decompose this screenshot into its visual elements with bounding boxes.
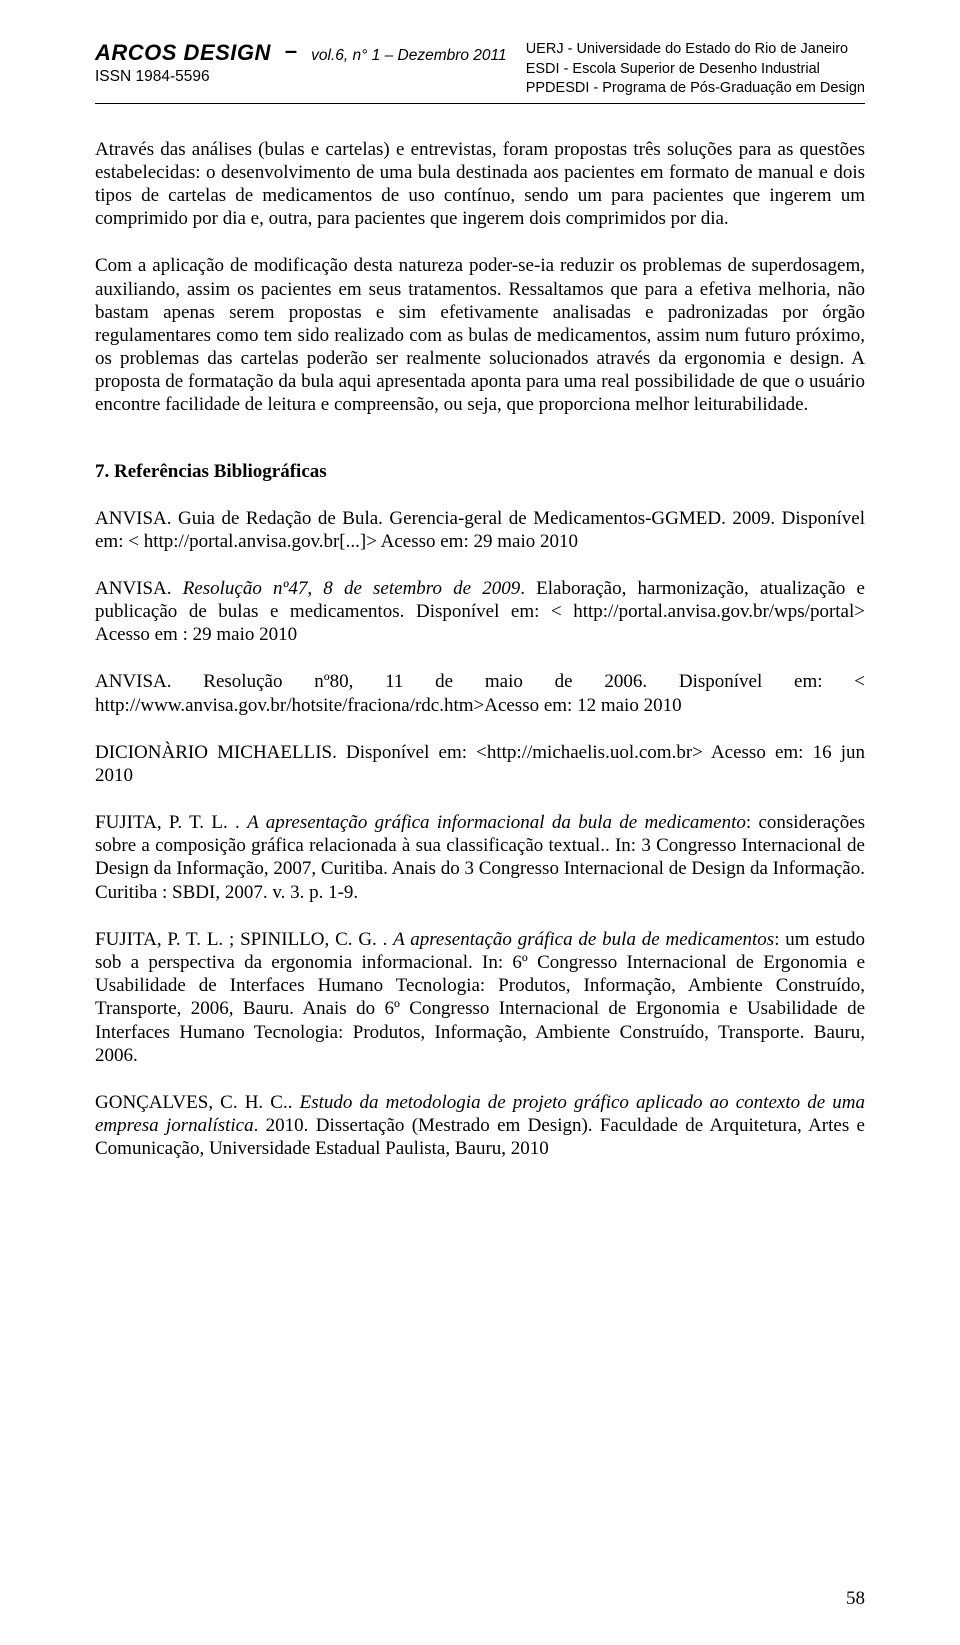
reference-text: ANVISA.: [95, 578, 183, 599]
page-header: ARCOS DESIGN – vol.6, n° 1 – Dezembro 20…: [95, 40, 865, 104]
issn: ISSN 1984-5596: [95, 68, 507, 86]
affiliation-line: ESDI - Escola Superior de Desenho Indust…: [526, 60, 865, 80]
reference-entry: FUJITA, P. T. L. . A apresentação gráfic…: [95, 811, 865, 904]
header-dash: –: [285, 38, 297, 64]
reference-text: GONÇALVES, C. H. C..: [95, 1092, 300, 1113]
reference-italic: A apresentação gráfica informacional da …: [247, 812, 746, 833]
page-number: 58: [846, 1588, 865, 1610]
body-paragraph: Com a aplicação de modificação desta nat…: [95, 254, 865, 416]
reference-entry: ANVISA. Guia de Redação de Bula. Gerenci…: [95, 507, 865, 553]
body-paragraph: Através das análises (bulas e cartelas) …: [95, 138, 865, 231]
reference-entry: FUJITA, P. T. L. ; SPINILLO, C. G. . A a…: [95, 928, 865, 1067]
reference-italic: Resolução nº47, 8 de setembro de 2009: [183, 578, 521, 599]
reference-entry: DICIONÀRIO MICHAELLIS. Disponível em: <h…: [95, 741, 865, 787]
references-heading: 7. Referências Bibliográficas: [95, 461, 865, 483]
reference-text: FUJITA, P. T. L. .: [95, 812, 247, 833]
reference-text: FUJITA, P. T. L. ; SPINILLO, C. G. .: [95, 929, 393, 950]
reference-entry: GONÇALVES, C. H. C.. Estudo da metodolog…: [95, 1091, 865, 1161]
journal-title: ARCOS DESIGN: [95, 40, 271, 66]
affiliation-line: PPDESDI - Programa de Pós-Graduação em D…: [526, 79, 865, 99]
issue-line: vol.6, n° 1 – Dezembro 2011: [311, 47, 506, 65]
header-left: ARCOS DESIGN – vol.6, n° 1 – Dezembro 20…: [95, 40, 507, 86]
affiliation-line: UERJ - Universidade do Estado do Rio de …: [526, 40, 865, 60]
reference-entry: ANVISA. Resolução nº47, 8 de setembro de…: [95, 577, 865, 647]
header-right: UERJ - Universidade do Estado do Rio de …: [526, 40, 865, 99]
reference-entry: ANVISA. Resolução nº80, 11 de maio de 20…: [95, 670, 865, 716]
reference-italic: A apresentação gráfica de bula de medica…: [393, 929, 774, 950]
